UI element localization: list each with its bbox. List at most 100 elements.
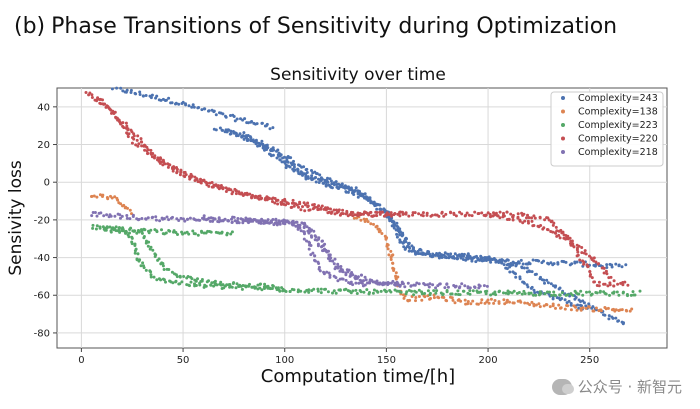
data-point — [331, 259, 335, 263]
data-point — [441, 293, 445, 297]
data-point — [119, 202, 123, 206]
data-point — [538, 216, 542, 220]
data-point — [498, 216, 502, 220]
data-point — [225, 231, 229, 235]
data-point — [271, 153, 275, 157]
data-point — [288, 165, 292, 169]
data-point — [144, 217, 148, 221]
data-point — [187, 232, 191, 236]
data-point — [234, 131, 238, 135]
data-point — [341, 270, 345, 274]
data-point — [313, 176, 317, 180]
data-point — [125, 214, 129, 217]
data-point — [367, 213, 371, 217]
data-point — [246, 121, 250, 125]
data-point — [323, 242, 327, 246]
data-point — [425, 211, 429, 215]
data-point — [310, 235, 314, 239]
data-point — [233, 119, 237, 123]
legend-label: Complexity=218 — [578, 147, 658, 158]
data-point — [220, 231, 224, 235]
data-point — [372, 200, 376, 204]
data-point — [335, 183, 339, 186]
data-point — [307, 231, 311, 235]
data-point — [105, 213, 109, 217]
data-point — [153, 154, 157, 158]
data-point — [393, 212, 397, 215]
data-point — [590, 276, 594, 280]
data-point — [352, 193, 356, 196]
data-point — [292, 288, 296, 292]
data-point — [450, 296, 454, 300]
data-point — [620, 308, 624, 312]
data-point — [614, 308, 618, 312]
data-point — [598, 289, 602, 293]
data-point — [291, 223, 295, 227]
data-point — [128, 217, 132, 221]
data-point — [135, 231, 139, 235]
data-point — [259, 142, 263, 146]
data-point — [329, 179, 333, 183]
data-point — [148, 247, 152, 251]
data-point — [395, 221, 399, 225]
data-point — [479, 301, 483, 305]
data-point — [530, 285, 534, 289]
data-point — [130, 236, 134, 240]
data-point — [310, 174, 314, 178]
data-point — [398, 227, 402, 231]
data-point — [599, 309, 603, 313]
data-point — [392, 267, 396, 271]
data-point — [366, 281, 369, 285]
data-point — [339, 185, 343, 189]
data-point — [592, 309, 596, 313]
data-point — [394, 283, 397, 287]
data-point — [101, 98, 104, 102]
data-point — [443, 286, 447, 290]
data-point — [554, 231, 558, 235]
data-point — [372, 222, 375, 226]
data-point — [301, 205, 304, 209]
data-point — [103, 102, 107, 106]
data-point — [338, 213, 342, 217]
data-point — [539, 291, 543, 295]
data-point — [299, 229, 303, 233]
data-point — [464, 213, 468, 217]
data-point — [202, 285, 206, 289]
data-point — [466, 286, 470, 290]
data-point — [574, 305, 577, 309]
data-point — [158, 156, 162, 160]
data-point — [440, 210, 444, 214]
data-point — [307, 288, 311, 292]
data-point — [298, 226, 302, 230]
data-point — [164, 280, 167, 284]
data-point — [589, 273, 592, 276]
data-point — [546, 228, 550, 232]
watermark: 公众号 · 新智元 — [551, 376, 682, 397]
data-point — [211, 185, 215, 189]
data-point — [302, 226, 306, 230]
data-point — [411, 247, 415, 250]
data-point — [549, 261, 553, 265]
data-point — [406, 281, 410, 285]
x-tick-label: 50 — [177, 355, 190, 366]
data-point — [487, 301, 491, 305]
data-point — [417, 295, 421, 298]
data-point — [555, 229, 559, 233]
data-point — [260, 288, 264, 292]
data-point — [260, 121, 264, 125]
data-point — [318, 173, 322, 177]
data-point — [178, 173, 182, 177]
data-point — [382, 282, 386, 286]
data-point — [483, 256, 487, 259]
data-point — [494, 293, 498, 297]
data-point — [566, 304, 570, 308]
data-point — [351, 214, 355, 218]
data-point — [234, 286, 238, 290]
data-point — [389, 290, 393, 294]
data-point — [334, 276, 338, 280]
data-point — [250, 196, 254, 200]
data-point — [84, 91, 88, 94]
data-point — [354, 281, 358, 285]
data-point — [564, 260, 568, 264]
data-point — [276, 202, 280, 206]
